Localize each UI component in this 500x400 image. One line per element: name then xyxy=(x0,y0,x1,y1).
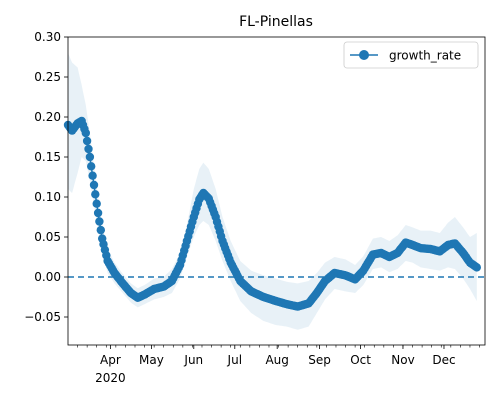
y-tick-label: 0.05 xyxy=(34,230,61,244)
x-tick-label: Sep xyxy=(308,353,331,367)
y-tick-label: 0.00 xyxy=(34,270,61,284)
data-point xyxy=(89,180,99,190)
data-point xyxy=(92,199,101,208)
data-point xyxy=(91,190,100,199)
legend-label: growth_rate xyxy=(389,49,461,63)
y-tick-label: 0.10 xyxy=(34,190,61,204)
plot-area xyxy=(63,53,485,330)
data-point xyxy=(472,263,481,272)
legend-marker-swatch xyxy=(359,50,369,60)
legend: growth_rate xyxy=(343,41,479,69)
growth-rate-points xyxy=(63,116,481,311)
data-point xyxy=(88,171,97,180)
x-tick-sublabel: 2020 xyxy=(95,371,126,385)
legend-box xyxy=(343,41,479,69)
x-axis: Apr 2020 May Jun Jul Aug Sep Oct Nov Dec xyxy=(77,345,480,385)
y-axis: −0.05 0.00 0.05 0.10 0.15 0.20 0.25 0.30 xyxy=(24,30,68,324)
y-tick-label: 0.25 xyxy=(34,70,61,84)
data-point xyxy=(96,225,106,235)
chart-title: FL-Pinellas xyxy=(239,14,313,30)
x-tick-label: Jun xyxy=(183,353,203,367)
data-point xyxy=(93,208,103,218)
data-point xyxy=(84,144,93,154)
data-point xyxy=(95,217,104,226)
data-point xyxy=(85,152,95,162)
y-tick-label: 0.30 xyxy=(34,30,61,44)
data-point xyxy=(82,136,92,146)
y-tick-label: −0.05 xyxy=(24,310,61,324)
data-point xyxy=(87,162,96,171)
x-tick-label: Dec xyxy=(432,353,455,367)
confidence-band xyxy=(68,53,477,330)
x-tick-label: Jul xyxy=(227,353,242,367)
data-point xyxy=(81,128,91,138)
x-tick-label: Aug xyxy=(265,353,288,367)
x-tick-label: May xyxy=(139,353,164,367)
y-tick-label: 0.15 xyxy=(34,150,61,164)
x-tick-label: Oct xyxy=(350,353,371,367)
y-tick-label: 0.20 xyxy=(34,110,61,124)
axes-frame xyxy=(67,36,486,346)
x-tick-label: Apr xyxy=(100,353,121,367)
x-tick-label: Nov xyxy=(391,353,414,367)
